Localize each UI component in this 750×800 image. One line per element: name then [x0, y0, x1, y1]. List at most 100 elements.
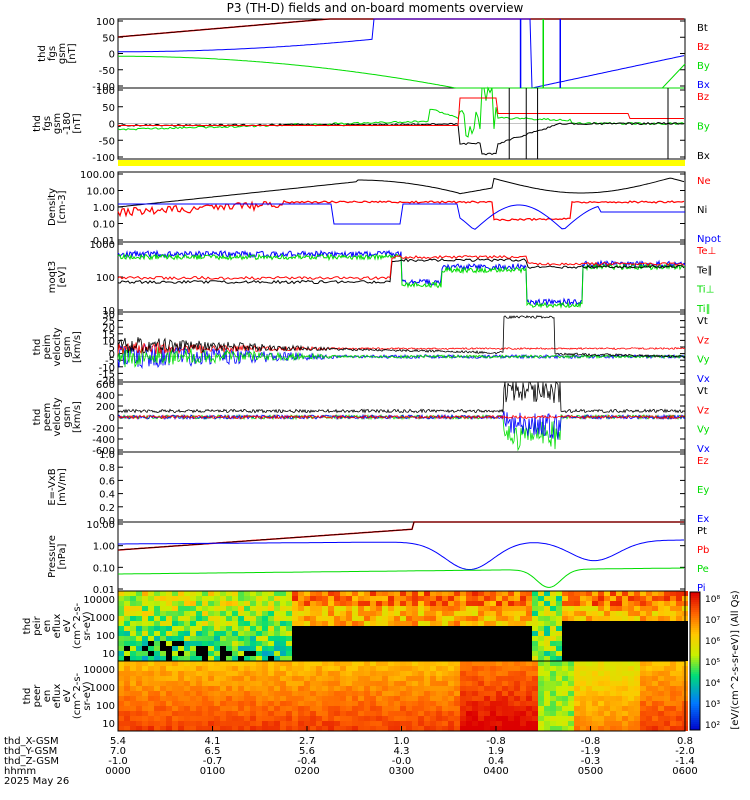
legend-Ne: Ne — [697, 176, 711, 187]
x-tick-label: 0200 — [294, 766, 319, 777]
x-tick-label: 0000 — [105, 766, 130, 777]
x-tick-label: 0600 — [672, 766, 697, 777]
series-Bx — [118, 123, 684, 155]
data-quality-bar — [118, 160, 685, 166]
series-Bz — [118, 98, 684, 126]
series-Vx — [118, 411, 685, 439]
y-tick-label: 100 — [96, 631, 115, 642]
legend-Vt: Vt — [697, 316, 708, 327]
y-tick-label: 50 — [102, 33, 115, 44]
legend-Ex: Ex — [697, 514, 709, 525]
y-tick-label: 10000 — [83, 665, 115, 676]
y-tick-label: 100 — [96, 273, 115, 284]
legend-Ez: Ez — [697, 456, 709, 467]
series-Pb — [118, 522, 684, 550]
y-tick-label: 10 — [102, 719, 115, 730]
legend-Bz: Bz — [697, 42, 709, 53]
y-tick-label: 1000 — [90, 240, 115, 251]
y-tick-label: 10.00 — [86, 187, 115, 198]
legend-Npot: Npot — [697, 234, 721, 245]
y-axis-label: sr-eV) — [82, 611, 93, 640]
y-tick-label: 100 — [96, 17, 115, 28]
series-Ti-perp — [118, 255, 685, 308]
y-axis-label: [nPa] — [57, 543, 68, 569]
legend-Bz: Bz — [697, 92, 709, 103]
series-Vt — [118, 316, 685, 358]
legend-Vx: Vx — [697, 374, 710, 385]
legend-Bx: Bx — [697, 80, 710, 91]
y-axis-label: [nT] — [72, 113, 83, 133]
y-axis-label: [nT] — [67, 43, 78, 63]
panel-frame — [118, 452, 685, 522]
y-tick-label: 0 — [109, 413, 115, 424]
x-tick-label: 0100 — [200, 766, 225, 777]
y-tick-label: 200 — [96, 402, 115, 413]
legend-Te∥: Te∥ — [696, 265, 713, 276]
x-axis: thd_X-GSM 5.4 4.1 2.7 1.0 -0.8 -0.8 0.8 thd_Y-GS… — [4, 726, 698, 787]
colorbar-tick: 10⁶ — [705, 637, 720, 647]
series-Vy — [118, 415, 685, 450]
series-By — [118, 56, 684, 88]
y-tick-label: 1000 — [90, 683, 115, 694]
y-tick-label: 100 — [96, 701, 115, 712]
colorbar-tick: 10³ — [705, 700, 720, 710]
legend-By: By — [697, 122, 710, 133]
legend-Te⊥: Te⊥ — [696, 246, 716, 257]
y-tick-label: 600 — [96, 380, 115, 391]
y-tick-label: 10 — [102, 649, 115, 660]
y-tick-label: -50 — [99, 136, 115, 147]
series-Npot — [118, 204, 685, 229]
legend-Bx: Bx — [697, 151, 710, 162]
legend-Vy: Vy — [697, 425, 710, 436]
y-tick-label: 400 — [96, 391, 115, 402]
date-label: 2025 May 26 — [4, 776, 69, 787]
y-tick-label: 0.4 — [99, 490, 115, 501]
legend-Bt: Bt — [697, 23, 708, 34]
x-tick-label: 0300 — [389, 766, 414, 777]
heatmap-peer — [118, 661, 688, 731]
series-Bz — [118, 19, 684, 37]
colorbar-tick: 10² — [705, 721, 720, 731]
series-By-recovery — [662, 64, 685, 88]
legend-Ti⊥: Ti⊥ — [696, 285, 714, 296]
colorbar-tick: 10⁵ — [705, 658, 720, 668]
legend-Vz: Vz — [697, 405, 709, 416]
colorbar-tick: 10⁴ — [705, 679, 720, 689]
y-tick-label: 1.0 — [99, 450, 115, 461]
heatmap-peir — [118, 591, 688, 661]
y-tick-label: 10000 — [83, 595, 115, 606]
y-tick-label: 1.00 — [93, 542, 115, 553]
y-tick-label: -400 — [92, 435, 115, 446]
y-tick-label: 0.8 — [99, 463, 115, 474]
y-tick-label: -200 — [92, 424, 115, 435]
y-tick-label: 0 — [109, 50, 115, 61]
y-tick-label: 0 — [109, 120, 115, 131]
y-tick-label: -50 — [99, 66, 115, 77]
y-axis-label: [mV/m] — [57, 468, 68, 506]
legend-Pe: Pe — [697, 564, 709, 575]
series-Pe — [118, 568, 684, 587]
x-tick-label: 0500 — [578, 766, 603, 777]
y-tick-label: 0.10 — [93, 563, 115, 574]
y-axis-label: [km/s] — [72, 401, 83, 433]
panel-density: 100.00 10.00 1.00 0.10 0.01 Density [cm-3] Ne Ni… — [47, 170, 721, 247]
y-tick-label: 1000 — [90, 613, 115, 624]
legend-Vz: Vz — [697, 335, 709, 346]
legend-Ni: Ni — [697, 205, 707, 216]
x-tick-label: 0400 — [483, 766, 508, 777]
legend-Pt: Pt — [697, 526, 707, 537]
y-tick-label: 100.00 — [80, 170, 115, 181]
series-Pt — [118, 522, 684, 550]
colorbar-tick: 10⁷ — [705, 616, 720, 626]
legend-Vy: Vy — [697, 355, 710, 366]
legend-Ey: Ey — [697, 485, 709, 496]
legend-Ti∥: Ti∥ — [696, 304, 711, 315]
y-tick-label: 1.00 — [93, 203, 115, 214]
colorbar-label: [eV/(cm^2-s-sr-eV)] (All Qs) — [730, 590, 741, 729]
y-tick-label: 50 — [102, 103, 115, 114]
y-axis-label: [cm-3] — [57, 190, 68, 223]
y-axis-label: [km/s] — [72, 331, 83, 363]
y-axis-label: sr-eV) — [82, 681, 93, 710]
colorbar: 10⁸10⁷10⁶10⁵10⁴10³10² [eV/(cm^2-s-sr-eV)]… — [690, 590, 741, 731]
